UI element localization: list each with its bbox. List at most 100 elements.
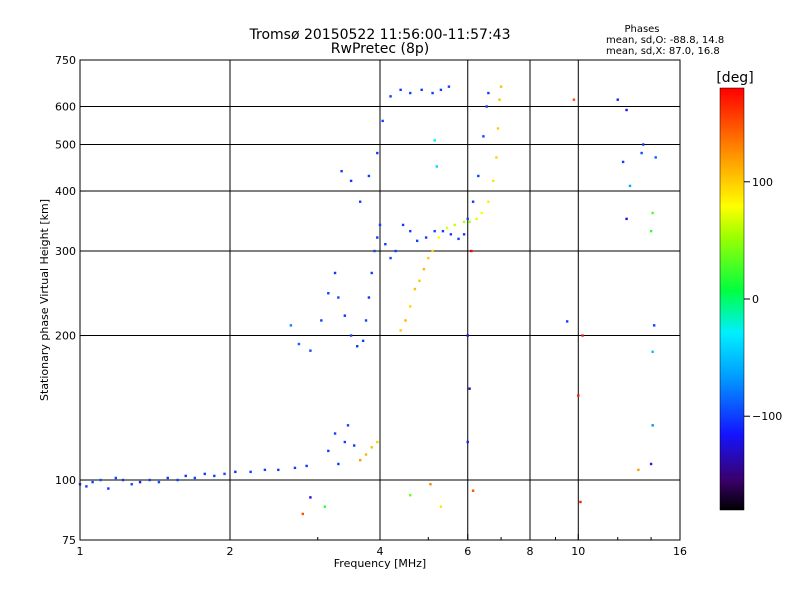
data-point-o (364, 319, 368, 322)
data-point-o (640, 151, 643, 155)
x-tick-label: 6 (464, 545, 471, 558)
data-point-o (305, 464, 308, 468)
data-point-o (373, 249, 376, 253)
data-point-o (370, 271, 373, 275)
data-point-o (333, 271, 337, 275)
data-point-o (107, 487, 110, 490)
data-point-scattered (649, 229, 653, 233)
data-point-o (367, 296, 371, 299)
data-point-o (121, 478, 125, 482)
data-point-x (358, 458, 362, 462)
data-point-x (422, 267, 426, 271)
data-point-o (184, 474, 187, 478)
x-tick-label: 1 (77, 545, 84, 558)
data-point-o (346, 424, 350, 427)
data-point-o (340, 169, 343, 173)
data-point-o (352, 444, 356, 447)
data-points (78, 85, 657, 516)
data-point-o (485, 105, 488, 108)
data-point-scattered (651, 350, 654, 353)
x-tick-label: 4 (377, 545, 384, 558)
data-point-o (327, 449, 330, 453)
x-tick-label: 2 (227, 545, 234, 558)
data-point-x (364, 453, 368, 456)
data-point-o (337, 296, 340, 299)
data-point-o (487, 91, 490, 95)
data-point-scattered (577, 394, 580, 397)
data-point-x (399, 329, 402, 332)
data-point-o (349, 334, 353, 337)
data-point-x (453, 223, 456, 227)
data-point-scattered (581, 334, 584, 337)
data-point-o (376, 236, 379, 239)
data-point-o (477, 174, 480, 178)
data-point-o (621, 160, 625, 164)
data-point-x (413, 287, 417, 291)
data-point-scattered (471, 489, 475, 492)
stats-o-line: mean, sd,O: -88.8, 14.8 (606, 35, 724, 46)
data-point-x (445, 226, 449, 230)
data-point-o (166, 476, 169, 480)
data-point-o (409, 229, 412, 233)
data-point-scattered (301, 512, 305, 516)
data-point-o (433, 229, 436, 233)
data-point-o (249, 470, 252, 474)
data-point-x (495, 156, 498, 159)
data-point-scattered (323, 505, 327, 508)
data-point-x (498, 98, 501, 101)
colorbar-label: [deg] (716, 70, 753, 86)
y-tick-label: 200 (55, 330, 76, 343)
data-point-o (176, 478, 179, 482)
data-point-o (441, 229, 445, 233)
data-point-o (327, 292, 330, 295)
data-point-o (415, 239, 419, 243)
data-point-scattered (625, 217, 628, 221)
x-axis: 1 2 4 6 8 10 16 (77, 534, 687, 558)
data-point-x (437, 236, 441, 239)
y-tick-label: 500 (55, 139, 76, 152)
data-point-o (625, 108, 628, 112)
colorbar (719, 87, 745, 511)
data-point-o (99, 478, 102, 482)
data-point-o (358, 200, 362, 203)
data-point-o (234, 470, 237, 474)
data-point-o (431, 91, 434, 95)
data-point-o (399, 88, 402, 92)
data-point-o (654, 156, 657, 159)
data-point-scattered (565, 320, 569, 323)
data-point-scattered (439, 505, 443, 508)
data-point-x (499, 85, 503, 88)
plot-grid (80, 60, 680, 540)
data-point-o (439, 88, 443, 92)
data-point-scattered (309, 496, 312, 499)
data-point-scattered (429, 483, 432, 486)
data-point-x (427, 256, 430, 260)
data-point-o (85, 485, 88, 488)
y-axis-label: Stationary phase Virtual Height [km] (38, 199, 51, 401)
data-point-o (138, 480, 142, 484)
data-point-scattered (466, 334, 469, 337)
data-point-o (367, 174, 371, 178)
data-point-o (277, 468, 280, 472)
data-point-o (401, 223, 405, 227)
data-point-o (349, 179, 353, 183)
data-point-o (482, 135, 485, 138)
data-point-x (480, 211, 483, 215)
data-point-o (466, 217, 469, 221)
data-point-o (355, 345, 359, 348)
data-point-o (293, 466, 297, 470)
data-point-o (381, 119, 384, 123)
data-point-o (447, 85, 451, 88)
colorbar-tick-label: −100 (752, 410, 782, 423)
x-tick-label: 10 (571, 545, 585, 558)
data-point-o (297, 342, 301, 346)
data-point-scattered (435, 165, 438, 168)
y-axis: 75 100 200 300 400 500 600 750 (55, 54, 86, 547)
chart-title: Tromsø 20150522 11:56:00-11:57:43 (249, 27, 511, 43)
data-point-o (457, 237, 460, 241)
y-tick-label: 100 (55, 474, 76, 487)
data-point-o (343, 314, 347, 317)
colorbar-tick-label: 100 (752, 176, 773, 189)
data-point-o (449, 233, 453, 236)
x-tick-label: 16 (673, 545, 687, 558)
